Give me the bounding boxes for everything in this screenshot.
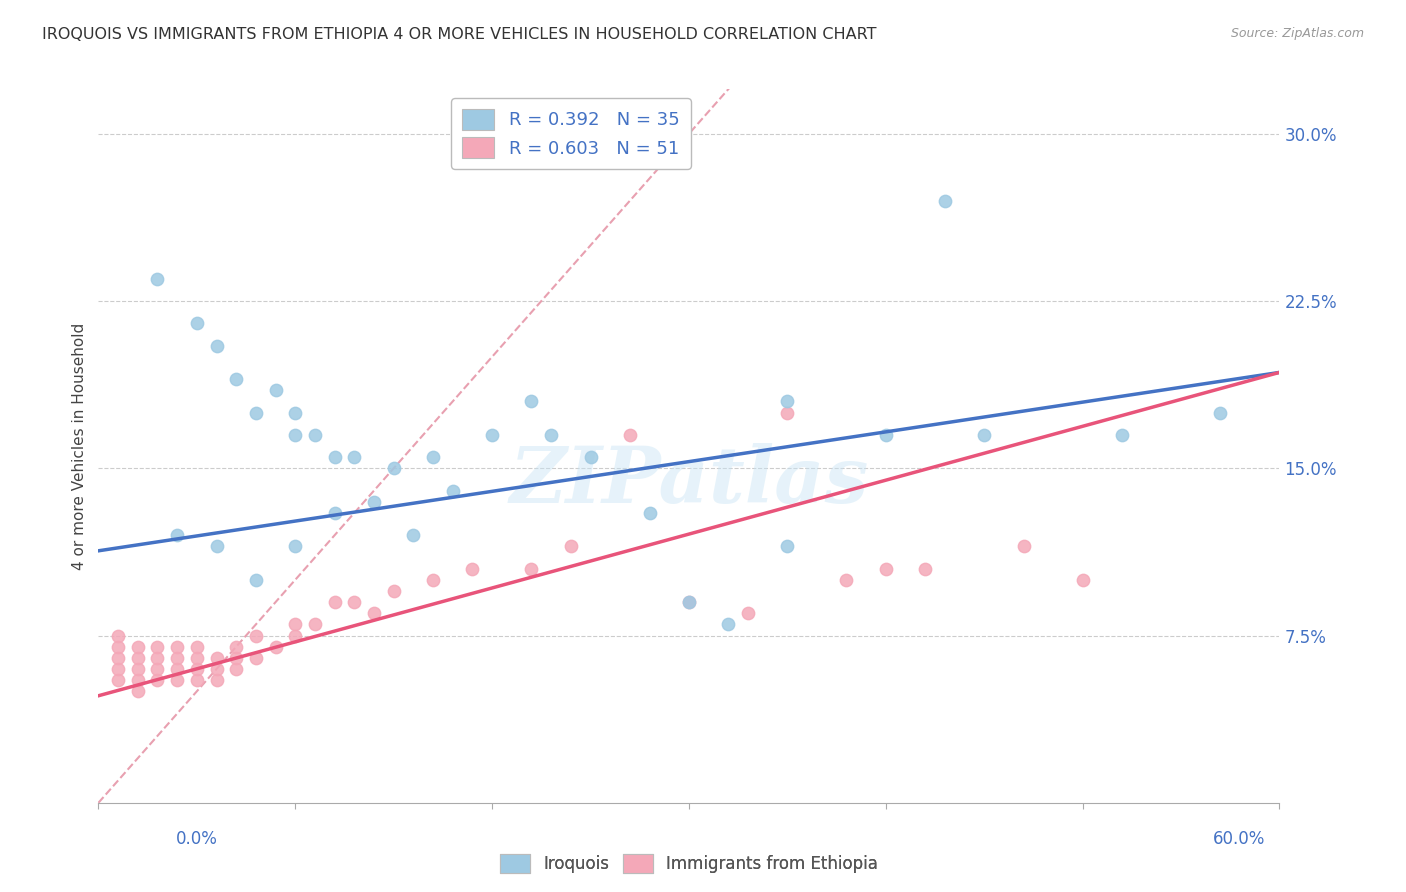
Point: [186, 316, 208, 330]
Legend: Iroquois, Immigrants from Ethiopia: Iroquois, Immigrants from Ethiopia: [494, 847, 884, 880]
Point: [166, 662, 188, 676]
Point: [1071, 573, 1094, 587]
Point: [107, 673, 129, 687]
Point: [934, 194, 956, 208]
Y-axis label: 4 or more Vehicles in Household: 4 or more Vehicles in Household: [72, 322, 87, 570]
Point: [127, 651, 149, 665]
Point: [540, 427, 562, 442]
Point: [914, 562, 936, 576]
Point: [225, 662, 247, 676]
Point: [146, 640, 169, 654]
Point: [186, 662, 208, 676]
Point: [619, 427, 641, 442]
Point: [422, 573, 444, 587]
Point: [186, 673, 208, 687]
Point: [678, 595, 700, 609]
Point: [107, 640, 129, 654]
Point: [382, 583, 405, 598]
Point: [205, 539, 228, 553]
Point: [638, 506, 661, 520]
Point: [127, 684, 149, 698]
Point: [205, 338, 228, 352]
Point: [776, 405, 799, 419]
Point: [146, 271, 169, 285]
Text: 60.0%: 60.0%: [1213, 830, 1265, 847]
Point: [343, 595, 366, 609]
Point: [323, 595, 346, 609]
Point: [225, 651, 247, 665]
Point: [323, 450, 346, 464]
Point: [363, 494, 385, 508]
Point: [205, 651, 228, 665]
Point: [422, 450, 444, 464]
Point: [205, 673, 228, 687]
Point: [225, 640, 247, 654]
Point: [520, 562, 543, 576]
Point: [107, 651, 129, 665]
Point: [264, 384, 287, 398]
Point: [284, 539, 307, 553]
Point: [166, 528, 188, 542]
Point: [402, 528, 425, 542]
Point: [245, 405, 267, 419]
Point: [304, 427, 326, 442]
Point: [560, 539, 582, 553]
Point: [1111, 427, 1133, 442]
Point: [776, 394, 799, 409]
Point: [284, 405, 307, 419]
Point: [166, 640, 188, 654]
Point: [343, 450, 366, 464]
Point: [107, 628, 129, 642]
Text: IROQUOIS VS IMMIGRANTS FROM ETHIOPIA 4 OR MORE VEHICLES IN HOUSEHOLD CORRELATION: IROQUOIS VS IMMIGRANTS FROM ETHIOPIA 4 O…: [42, 27, 877, 42]
Point: [245, 651, 267, 665]
Point: [481, 427, 503, 442]
Point: [205, 662, 228, 676]
Point: [225, 372, 247, 386]
Point: [973, 427, 995, 442]
Point: [579, 450, 602, 464]
Point: [737, 607, 759, 621]
Point: [284, 628, 307, 642]
Point: [146, 662, 169, 676]
Point: [127, 673, 149, 687]
Point: [1209, 405, 1232, 419]
Point: [875, 427, 897, 442]
Point: [284, 617, 307, 632]
Point: [304, 617, 326, 632]
Point: [363, 607, 385, 621]
Point: [717, 617, 740, 632]
Point: [678, 595, 700, 609]
Point: [127, 640, 149, 654]
Point: [146, 673, 169, 687]
Point: [1012, 539, 1035, 553]
Point: [461, 562, 484, 576]
Point: [127, 662, 149, 676]
Text: 0.0%: 0.0%: [176, 830, 218, 847]
Point: [264, 640, 287, 654]
Text: Source: ZipAtlas.com: Source: ZipAtlas.com: [1230, 27, 1364, 40]
Point: [776, 539, 799, 553]
Point: [323, 506, 346, 520]
Point: [166, 673, 188, 687]
Point: [441, 483, 464, 498]
Text: ZIPatlas: ZIPatlas: [509, 443, 869, 520]
Point: [107, 662, 129, 676]
Point: [520, 394, 543, 409]
Point: [186, 640, 208, 654]
Point: [186, 651, 208, 665]
Point: [146, 651, 169, 665]
Point: [284, 427, 307, 442]
Point: [875, 562, 897, 576]
Point: [382, 461, 405, 475]
Point: [245, 628, 267, 642]
Point: [166, 651, 188, 665]
Point: [835, 573, 858, 587]
Point: [245, 573, 267, 587]
